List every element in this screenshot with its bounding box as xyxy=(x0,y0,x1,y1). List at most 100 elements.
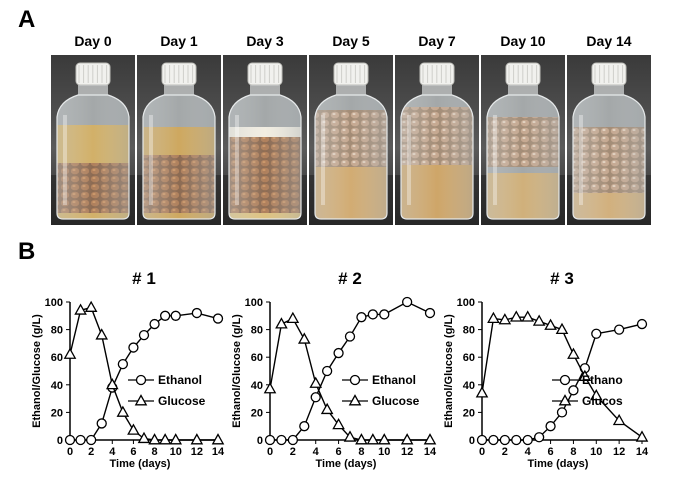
data-point-circle xyxy=(488,434,499,446)
data-point-triangle xyxy=(190,433,204,445)
x-tick-label: 2 xyxy=(88,446,94,458)
data-point-circle xyxy=(85,434,97,446)
data-point-circle xyxy=(287,434,299,446)
legend-marker-circle xyxy=(135,374,147,386)
data-point-triangle xyxy=(366,433,380,445)
data-point-triangle xyxy=(211,433,225,445)
data-point-triangle xyxy=(589,389,603,401)
y-tick-label: 20 xyxy=(251,407,263,419)
data-point-triangle xyxy=(555,322,569,335)
data-point-triangle xyxy=(332,417,345,430)
data-point-triangle xyxy=(498,313,512,325)
legend-marker-triangle xyxy=(558,394,572,406)
data-point-triangle xyxy=(578,369,592,381)
data-point-triangle xyxy=(475,386,489,398)
data-point-circle xyxy=(117,358,129,370)
data-point-triangle xyxy=(127,423,140,435)
data-point-circle xyxy=(96,418,107,429)
data-point-circle xyxy=(128,342,139,353)
data-point-triangle xyxy=(521,310,535,322)
panel-label-a: A xyxy=(18,6,36,33)
bottle-photo xyxy=(309,55,393,225)
data-point-triangle xyxy=(509,310,523,322)
x-axis-label: Time (days) xyxy=(110,458,171,470)
data-point-circle xyxy=(533,432,545,443)
chart-2: # 2 0 20 40 60 80 100 0 2 4 6 8 10 12 14 Time (days) Eth… xyxy=(231,269,437,470)
y-tick-label: 80 xyxy=(251,325,263,337)
x-tick-label: 12 xyxy=(613,446,625,458)
bottle-photo-strip xyxy=(50,55,653,225)
y-tick-label: 80 xyxy=(51,325,63,337)
data-point-circle xyxy=(401,296,413,308)
y-tick-label: 60 xyxy=(463,352,475,364)
y-tick-label: 0 xyxy=(469,435,475,447)
legend-entry: Glucose xyxy=(342,394,420,408)
day-label: Day 3 xyxy=(246,33,284,49)
data-point-circle xyxy=(149,318,160,330)
y-tick-label: 0 xyxy=(57,435,63,447)
data-point-triangle xyxy=(74,303,87,315)
x-tick-label: 8 xyxy=(152,446,158,458)
x-tick-label: 12 xyxy=(401,446,413,458)
panel-label-b: B xyxy=(18,238,36,265)
y-tick-label: 80 xyxy=(463,325,475,337)
x-tick-label: 6 xyxy=(336,446,342,458)
data-point-triangle xyxy=(635,430,649,442)
data-point-circle xyxy=(191,307,203,319)
data-point-circle xyxy=(170,310,181,321)
data-point-triangle xyxy=(320,402,334,415)
bottle-photo xyxy=(137,55,221,225)
bottle-photo xyxy=(481,55,565,225)
x-tick-label: 10 xyxy=(170,446,182,458)
legend-label: Ethanol xyxy=(372,373,416,387)
y-tick-label: 20 xyxy=(51,407,63,419)
data-point-triangle xyxy=(309,376,323,388)
day-label: Day 7 xyxy=(418,33,456,49)
legend-label: Glucose xyxy=(158,394,206,408)
x-tick-label: 10 xyxy=(378,446,390,458)
bottle-photo xyxy=(567,55,651,225)
data-point-circle xyxy=(568,385,579,396)
x-tick-label: 4 xyxy=(109,446,116,458)
data-point-circle xyxy=(212,313,224,324)
day-label: Day 5 xyxy=(332,33,370,49)
y-axis-label: Ethanol/Glucose (g/L) xyxy=(31,314,43,428)
x-tick-label: 6 xyxy=(548,446,554,458)
data-point-circle xyxy=(75,434,86,446)
data-point-triangle xyxy=(423,433,437,445)
y-tick-label: 40 xyxy=(251,380,263,392)
data-point-triangle xyxy=(286,311,300,324)
y-axis-label: Ethanol/Glucose (g/L) xyxy=(443,314,455,428)
data-point-circle xyxy=(522,434,533,446)
data-point-triangle xyxy=(63,347,77,359)
data-point-triangle xyxy=(275,317,288,329)
y-tick-label: 100 xyxy=(45,297,63,309)
data-point-circle xyxy=(476,434,488,446)
data-point-triangle xyxy=(532,314,546,326)
data-point-triangle xyxy=(400,433,414,445)
y-tick-label: 20 xyxy=(463,407,475,419)
bottle-photo xyxy=(51,55,135,225)
data-point-circle xyxy=(64,434,76,446)
data-point-circle xyxy=(344,331,356,342)
y-tick-label: 40 xyxy=(463,380,475,392)
legend-marker-circle xyxy=(349,374,361,386)
data-point-triangle xyxy=(158,433,172,445)
data-point-circle xyxy=(138,329,150,341)
x-tick-label: 8 xyxy=(358,446,364,458)
data-point-triangle xyxy=(84,300,98,312)
data-point-circle xyxy=(424,307,436,319)
bottle-photos xyxy=(51,55,651,225)
legend-entry: Ethano xyxy=(552,373,623,387)
x-tick-label: 14 xyxy=(424,446,437,458)
data-point-circle xyxy=(613,324,625,335)
data-point-triangle xyxy=(137,431,151,444)
data-point-circle xyxy=(556,407,568,418)
x-tick-label: 14 xyxy=(212,446,225,458)
x-tick-label: 14 xyxy=(636,446,649,458)
data-point-triangle xyxy=(544,318,557,330)
data-point-triangle xyxy=(263,382,277,394)
data-point-circle xyxy=(379,309,390,320)
legend-marker-triangle xyxy=(348,394,362,406)
x-tick-label: 12 xyxy=(191,446,203,458)
